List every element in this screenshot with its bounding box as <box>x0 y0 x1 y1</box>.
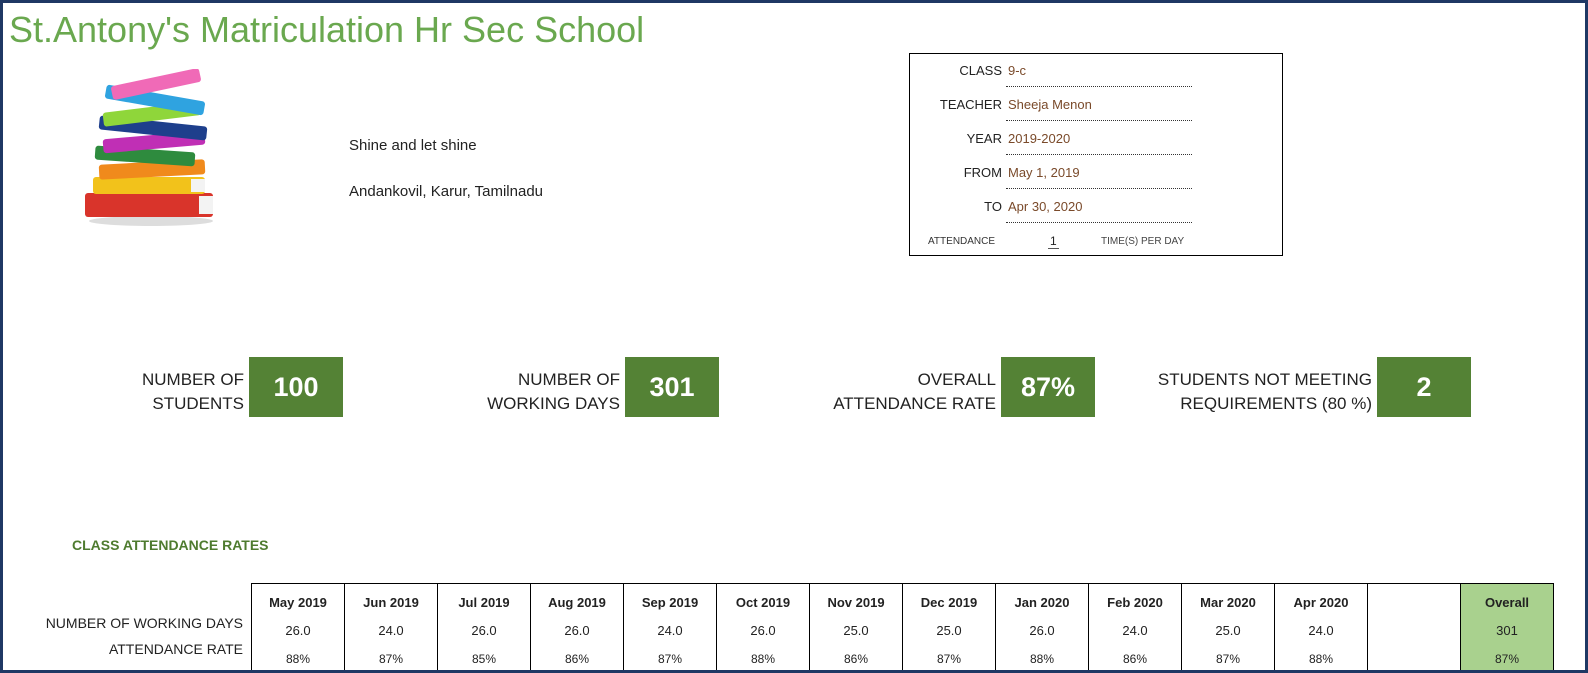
row-label-attendance-rate: ATTENDANCE RATE <box>108 641 243 657</box>
blank-header <box>1367 583 1461 618</box>
kpi-not-meeting-label: STUDENTS NOT MEETING REQUIREMENTS (80 %) <box>1158 368 1372 416</box>
info-row-from: FROM May 1, 2019 <box>910 156 1210 189</box>
overall-attendance-rate-cell: 87% <box>1460 643 1554 670</box>
kpi-label-line: REQUIREMENTS (80 %) <box>1180 394 1372 413</box>
attendance-rate-cell: 85% <box>437 643 531 670</box>
info-label: CLASS <box>959 63 1002 78</box>
month-header: Jan 2020 <box>995 583 1089 618</box>
kpi-attendance-rate-label: OVERALL ATTENDANCE RATE <box>833 368 996 416</box>
working-days-cell: 25.0 <box>902 617 996 644</box>
info-row-teacher: TEACHER Sheeja Menon <box>910 88 1210 121</box>
working-days-cell: 24.0 <box>344 617 438 644</box>
attendance-rate-cell: 86% <box>1088 643 1182 670</box>
row-label-working-days: NUMBER OF WORKING DAYS <box>45 615 243 631</box>
attendance-rate-cell: 88% <box>251 643 345 670</box>
info-label: TO <box>984 199 1002 214</box>
kpi-label-line: NUMBER OF <box>142 370 244 389</box>
month-header: Jun 2019 <box>344 583 438 618</box>
month-header: Mar 2020 <box>1181 583 1275 618</box>
info-label: YEAR <box>966 131 1002 146</box>
class-value[interactable]: 9-c <box>1006 63 1192 87</box>
month-header: Sep 2019 <box>623 583 717 618</box>
kpi-attendance-rate-value: 87% <box>1001 357 1095 417</box>
kpi-label-line: STUDENTS NOT MEETING <box>1157 370 1372 389</box>
school-title: St.Antony's Matriculation Hr Sec School <box>9 9 645 50</box>
attendance-rate-cell: 88% <box>1274 643 1368 670</box>
month-header: Jul 2019 <box>437 583 531 618</box>
kpi-label-line: STUDENTS <box>152 394 244 413</box>
attendance-rate-cell: 88% <box>995 643 1089 670</box>
attendance-table: May 2019 Jun 2019 Jul 2019 Aug 2019 Sep … <box>251 583 1554 670</box>
month-header: Aug 2019 <box>530 583 624 618</box>
info-label: TEACHER <box>939 97 1002 112</box>
kpi-working-days-label: NUMBER OF WORKING DAYS <box>487 368 620 416</box>
month-header: Feb 2020 <box>1088 583 1182 618</box>
month-header: Apr 2020 <box>1274 583 1368 618</box>
kpi-students-label: NUMBER OF STUDENTS <box>142 368 244 416</box>
attendance-frequency-value[interactable]: 1 <box>1048 234 1059 249</box>
overall-working-days-cell: 301 <box>1460 617 1554 644</box>
attendance-rate-cell: 87% <box>902 643 996 670</box>
working-days-cell <box>1367 617 1461 644</box>
attendance-unit: TIME(S) PER DAY <box>1101 236 1185 247</box>
overall-header: Overall <box>1460 583 1554 618</box>
working-days-cell: 26.0 <box>530 617 624 644</box>
attendance-label: ATTENDANCE <box>928 236 996 247</box>
kpi-label-line: OVERALL <box>917 370 996 389</box>
kpi-students-value: 100 <box>249 357 343 417</box>
attendance-rate-cell: 87% <box>623 643 717 670</box>
working-days-cell: 26.0 <box>251 617 345 644</box>
kpi-label-line: WORKING DAYS <box>487 394 620 413</box>
table-row-attendance-rate: 88% 87% 85% 86% 87% 88% 86% 87% 88% 86% … <box>251 643 1554 670</box>
attendance-rate-cell <box>1367 643 1461 670</box>
attendance-rate-cell: 86% <box>530 643 624 670</box>
table-header-row: May 2019 Jun 2019 Jul 2019 Aug 2019 Sep … <box>251 583 1554 618</box>
month-header: Nov 2019 <box>809 583 903 618</box>
working-days-cell: 24.0 <box>623 617 717 644</box>
working-days-cell: 26.0 <box>716 617 810 644</box>
attendance-rate-cell: 88% <box>716 643 810 670</box>
month-header: May 2019 <box>251 583 345 618</box>
working-days-cell: 25.0 <box>1181 617 1275 644</box>
working-days-cell: 26.0 <box>995 617 1089 644</box>
attendance-rate-cell: 86% <box>809 643 903 670</box>
to-date-value[interactable]: Apr 30, 2020 <box>1006 199 1192 223</box>
year-value[interactable]: 2019-2020 <box>1006 131 1192 155</box>
school-address: Andankovil, Karur, Tamilnadu <box>349 183 544 200</box>
working-days-cell: 25.0 <box>809 617 903 644</box>
from-date-value[interactable]: May 1, 2019 <box>1006 165 1192 189</box>
attendance-rate-cell: 87% <box>1181 643 1275 670</box>
class-info-box: CLASS 9-c TEACHER Sheeja Menon YEAR 2019… <box>909 53 1283 256</box>
month-header: Oct 2019 <box>716 583 810 618</box>
table-row-working-days: 26.0 24.0 26.0 26.0 24.0 26.0 25.0 25.0 … <box>251 617 1554 644</box>
kpi-working-days-value: 301 <box>625 357 719 417</box>
info-label: FROM <box>963 165 1002 180</box>
info-row-year: YEAR 2019-2020 <box>910 122 1210 155</box>
section-title: CLASS ATTENDANCE RATES <box>72 537 269 553</box>
school-motto: Shine and let shine <box>349 137 477 154</box>
teacher-value[interactable]: Sheeja Menon <box>1006 97 1192 121</box>
working-days-cell: 24.0 <box>1088 617 1182 644</box>
working-days-cell: 26.0 <box>437 617 531 644</box>
book-stack-icon <box>85 69 213 226</box>
working-days-cell: 24.0 <box>1274 617 1368 644</box>
info-row-to: TO Apr 30, 2020 <box>910 190 1210 223</box>
attendance-rate-cell: 87% <box>344 643 438 670</box>
info-row-class: CLASS 9-c <box>910 54 1210 87</box>
kpi-label-line: NUMBER OF <box>518 370 620 389</box>
kpi-not-meeting-value: 2 <box>1377 357 1471 417</box>
month-header: Dec 2019 <box>902 583 996 618</box>
kpi-label-line: ATTENDANCE RATE <box>833 394 996 413</box>
